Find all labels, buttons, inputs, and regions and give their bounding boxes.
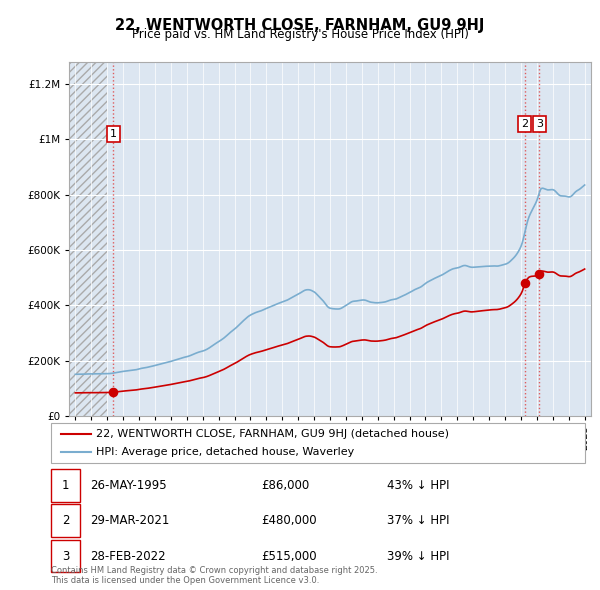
FancyBboxPatch shape	[51, 423, 585, 463]
Text: 2: 2	[521, 119, 529, 129]
Text: 26-MAY-1995: 26-MAY-1995	[90, 478, 167, 492]
Text: 3: 3	[536, 119, 543, 129]
Text: £515,000: £515,000	[261, 549, 317, 563]
Text: 3: 3	[62, 549, 69, 563]
Text: 22, WENTWORTH CLOSE, FARNHAM, GU9 9HJ (detached house): 22, WENTWORTH CLOSE, FARNHAM, GU9 9HJ (d…	[97, 429, 449, 439]
Text: 37% ↓ HPI: 37% ↓ HPI	[387, 514, 449, 527]
Point	[109, 388, 118, 397]
Text: 28-FEB-2022: 28-FEB-2022	[90, 549, 166, 563]
Point	[535, 269, 544, 278]
Text: 2: 2	[62, 514, 69, 527]
Text: HPI: Average price, detached house, Waverley: HPI: Average price, detached house, Wave…	[97, 447, 355, 457]
Text: £480,000: £480,000	[261, 514, 317, 527]
Point	[520, 278, 530, 288]
Bar	[69, 62, 107, 416]
Text: 39% ↓ HPI: 39% ↓ HPI	[387, 549, 449, 563]
Text: 1: 1	[110, 129, 117, 139]
Text: 1: 1	[62, 478, 69, 492]
Text: 43% ↓ HPI: 43% ↓ HPI	[387, 478, 449, 492]
Text: Contains HM Land Registry data © Crown copyright and database right 2025.
This d: Contains HM Land Registry data © Crown c…	[51, 566, 377, 585]
Text: 22, WENTWORTH CLOSE, FARNHAM, GU9 9HJ: 22, WENTWORTH CLOSE, FARNHAM, GU9 9HJ	[115, 18, 485, 32]
Text: 29-MAR-2021: 29-MAR-2021	[90, 514, 169, 527]
Text: Price paid vs. HM Land Registry's House Price Index (HPI): Price paid vs. HM Land Registry's House …	[131, 28, 469, 41]
Text: £86,000: £86,000	[261, 478, 309, 492]
